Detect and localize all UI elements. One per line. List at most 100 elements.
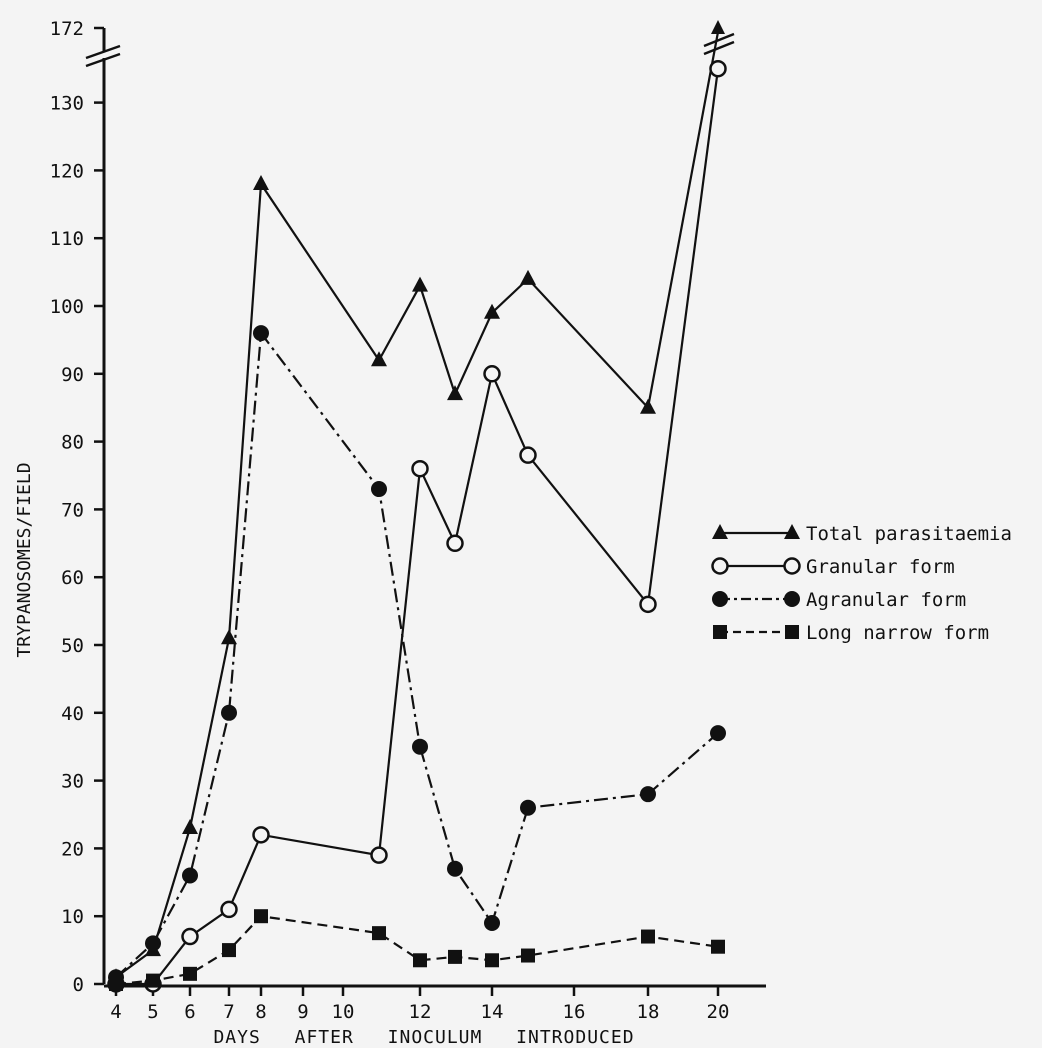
data-point bbox=[146, 973, 160, 988]
y-tick-label: 30 bbox=[61, 771, 84, 793]
data-point bbox=[447, 385, 463, 401]
data-point bbox=[640, 398, 656, 414]
data-point bbox=[483, 365, 501, 383]
x-tick-label: 4 bbox=[110, 1001, 121, 1023]
legend-item: Total parasitaemia bbox=[712, 523, 1012, 545]
legend-marker bbox=[784, 524, 800, 539]
data-point bbox=[446, 534, 464, 553]
y-tick-label: 100 bbox=[50, 296, 84, 318]
data-point bbox=[412, 276, 428, 292]
x-tick-label: 16 bbox=[563, 1001, 586, 1023]
data-point bbox=[182, 867, 198, 884]
data-point bbox=[252, 826, 270, 844]
y-tick-label: 90 bbox=[61, 364, 84, 386]
data-point bbox=[371, 351, 387, 367]
data-point bbox=[520, 799, 536, 816]
series-line bbox=[115, 330, 719, 979]
y-tick-label: 20 bbox=[61, 838, 84, 860]
data-point bbox=[485, 953, 499, 968]
data-point bbox=[484, 914, 500, 931]
x-axis-ticks: 4 5 6 7 8 9 10 12 14 16 18 20 bbox=[110, 986, 729, 1023]
y-tick-label: 80 bbox=[61, 432, 84, 454]
y-tick-label: 70 bbox=[61, 499, 84, 521]
data-point bbox=[182, 819, 198, 835]
y-axis-ticks: 0 10 20 30 40 50 60 70 80 90 100 110 120 130 172 bbox=[50, 18, 104, 996]
series-line bbox=[116, 68, 720, 986]
data-point bbox=[371, 481, 387, 498]
y-tick-label: 10 bbox=[61, 906, 84, 928]
x-tick-label: 18 bbox=[637, 1001, 660, 1023]
data-point bbox=[640, 786, 656, 803]
series-agranular-form bbox=[108, 325, 726, 986]
x-tick-label: 6 bbox=[184, 1001, 195, 1023]
legend-marker bbox=[711, 557, 729, 575]
x-tick-label: 20 bbox=[707, 1001, 730, 1023]
data-point bbox=[413, 953, 427, 968]
legend-item: Agranular form bbox=[712, 589, 966, 611]
legend-label: Total parasitaemia bbox=[806, 523, 1012, 545]
y-tick-label: 0 bbox=[73, 974, 84, 996]
legend-marker bbox=[713, 625, 727, 639]
legend-marker bbox=[783, 557, 801, 575]
data-point bbox=[145, 935, 161, 952]
x-tick-label: 5 bbox=[147, 1001, 158, 1023]
data-point bbox=[709, 59, 727, 78]
axes bbox=[85, 28, 766, 988]
data-point bbox=[109, 977, 123, 991]
x-tick-label: 9 bbox=[297, 1001, 308, 1023]
x-tick-label: 14 bbox=[481, 1001, 504, 1023]
data-point bbox=[222, 943, 236, 958]
data-point bbox=[520, 269, 536, 285]
x-tick-label: 10 bbox=[332, 1001, 355, 1023]
data-point bbox=[370, 846, 388, 864]
data-point bbox=[253, 174, 269, 190]
data-point bbox=[484, 303, 500, 319]
legend-label: Long narrow form bbox=[806, 622, 989, 644]
legend-label: Granular form bbox=[806, 556, 955, 578]
y-tick-label: 50 bbox=[61, 635, 84, 657]
legend-item: Long narrow form bbox=[713, 622, 989, 644]
legend-marker bbox=[712, 524, 728, 539]
y-axis-break-mark bbox=[85, 44, 121, 60]
data-point-offscale bbox=[711, 20, 725, 34]
data-point bbox=[220, 900, 238, 919]
legend-item: Granular form bbox=[711, 556, 955, 578]
x-tick-label: 8 bbox=[255, 1001, 266, 1023]
legend-marker bbox=[784, 591, 800, 607]
data-point bbox=[221, 704, 237, 721]
data-point bbox=[412, 738, 428, 755]
data-point bbox=[521, 948, 535, 963]
series-layer bbox=[107, 20, 727, 993]
data-point bbox=[254, 909, 268, 924]
data-point bbox=[710, 725, 726, 742]
x-axis-title: DAYS AFTER INOCULUM INTRODUCED bbox=[213, 1027, 634, 1048]
legend-label: Agranular form bbox=[806, 589, 966, 611]
series-break-mark bbox=[703, 32, 735, 48]
series-total-parasitaemia bbox=[108, 20, 725, 984]
data-point bbox=[447, 860, 463, 877]
data-point bbox=[181, 927, 199, 946]
y-tick-label: 120 bbox=[50, 160, 84, 182]
x-tick-label: 7 bbox=[223, 1001, 234, 1023]
legend-marker bbox=[785, 625, 799, 639]
data-point bbox=[641, 929, 655, 944]
x-tick-label: 12 bbox=[409, 1001, 432, 1023]
data-point bbox=[639, 595, 657, 614]
data-point bbox=[711, 939, 725, 954]
data-point bbox=[221, 629, 237, 645]
y-axis-title: TRYPANOSOMES/FIELD bbox=[14, 462, 35, 657]
y-tick-label: 130 bbox=[50, 93, 84, 115]
data-point bbox=[253, 325, 269, 342]
data-point bbox=[183, 966, 197, 981]
data-point bbox=[411, 459, 429, 478]
legend-marker bbox=[712, 591, 728, 607]
data-point bbox=[519, 446, 537, 464]
y-tick-label: 60 bbox=[61, 567, 84, 589]
y-axis-break-mark bbox=[85, 52, 121, 68]
data-point bbox=[448, 949, 462, 964]
y-tick-label: 40 bbox=[61, 703, 84, 725]
data-point bbox=[372, 926, 386, 941]
series-break-mark bbox=[703, 40, 735, 56]
legend: Total parasitaemia Granular form Agranular… bbox=[711, 523, 1012, 644]
